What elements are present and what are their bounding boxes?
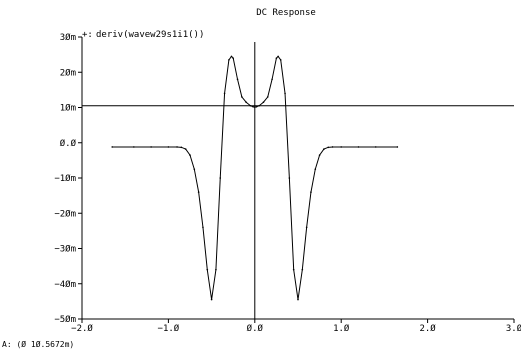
data-point <box>245 101 247 104</box>
y-tick-label: 3Øm <box>60 32 76 43</box>
data-point <box>202 226 204 229</box>
data-point <box>357 146 360 148</box>
axes <box>81 37 514 320</box>
data-point <box>249 104 252 107</box>
data-point <box>305 226 308 229</box>
data-point <box>184 148 187 150</box>
data-point <box>223 92 226 95</box>
legend: +: deriv(wavew29s1i1()) <box>82 30 204 40</box>
y-tick-label: Ø.Ø <box>60 138 77 149</box>
tick-marks <box>78 36 515 323</box>
chart-title: DC Response <box>256 8 316 18</box>
x-tick-label: −2.Ø <box>71 323 93 334</box>
data-point <box>206 268 209 271</box>
data-point <box>301 268 304 271</box>
data-point <box>279 59 282 61</box>
data-point <box>258 104 260 107</box>
x-tick-label: −1.Ø <box>158 323 180 334</box>
y-tick-label: −2Øm <box>54 208 76 219</box>
data-point <box>236 78 239 81</box>
data-point <box>331 146 334 148</box>
series-layer <box>111 55 399 301</box>
data-point <box>374 146 377 148</box>
x-tick-label: 3.Ø <box>506 323 521 334</box>
data-point <box>189 154 191 156</box>
data-point <box>340 146 343 148</box>
data-point <box>277 55 279 58</box>
data-point <box>252 105 254 108</box>
data-point <box>210 298 213 301</box>
data-point <box>323 148 325 150</box>
data-point <box>232 57 234 59</box>
legend-series-name: deriv(wavew29s1i1()) <box>96 30 204 40</box>
data-point <box>314 168 317 170</box>
cursor-markers <box>82 42 514 319</box>
x-tick-label: 1.Ø <box>333 323 350 334</box>
data-point <box>288 177 291 179</box>
data-point <box>262 101 265 104</box>
data-point <box>318 154 321 156</box>
data-point <box>197 191 200 193</box>
data-point <box>241 96 243 98</box>
data-point <box>271 78 273 81</box>
tick-labels: 3Øm 2Øm 1Øm Ø.Ø −1Øm −2Øm −3Øm −4Øm −5Øm−2.Ø −1.Ø… <box>54 32 521 334</box>
data-point <box>215 268 217 271</box>
data-point <box>176 146 178 148</box>
y-tick-label: 2Øm <box>60 67 76 78</box>
y-tick-label: −3Øm <box>54 244 76 255</box>
x-tick-label: 2.Ø <box>419 323 436 334</box>
data-point <box>275 57 278 59</box>
data-point <box>193 168 196 170</box>
y-tick-label: −1Øm <box>54 173 76 184</box>
data-point <box>297 298 299 301</box>
data-point <box>133 146 135 148</box>
data-point <box>284 92 286 95</box>
data-point <box>327 146 330 149</box>
data-point <box>228 59 230 61</box>
data-point <box>396 146 399 148</box>
cursor-readout: A: (Ø 1Ø.5672m) <box>2 340 75 349</box>
data-point <box>230 55 233 58</box>
data-point <box>219 177 222 179</box>
y-tick-label: −4Øm <box>54 279 76 290</box>
data-point <box>111 146 114 148</box>
data-point <box>254 106 256 108</box>
data-point <box>292 268 295 271</box>
legend-marker: +: <box>82 30 93 40</box>
data-point <box>150 146 152 148</box>
x-tick-label: Ø.Ø <box>247 323 264 334</box>
data-point <box>266 96 269 98</box>
data-point <box>255 105 258 108</box>
data-point <box>167 146 170 148</box>
y-tick-label: −5Øm <box>54 314 76 325</box>
data-point <box>180 146 183 149</box>
data-point <box>310 191 312 193</box>
y-tick-label: 1Øm <box>60 103 76 114</box>
